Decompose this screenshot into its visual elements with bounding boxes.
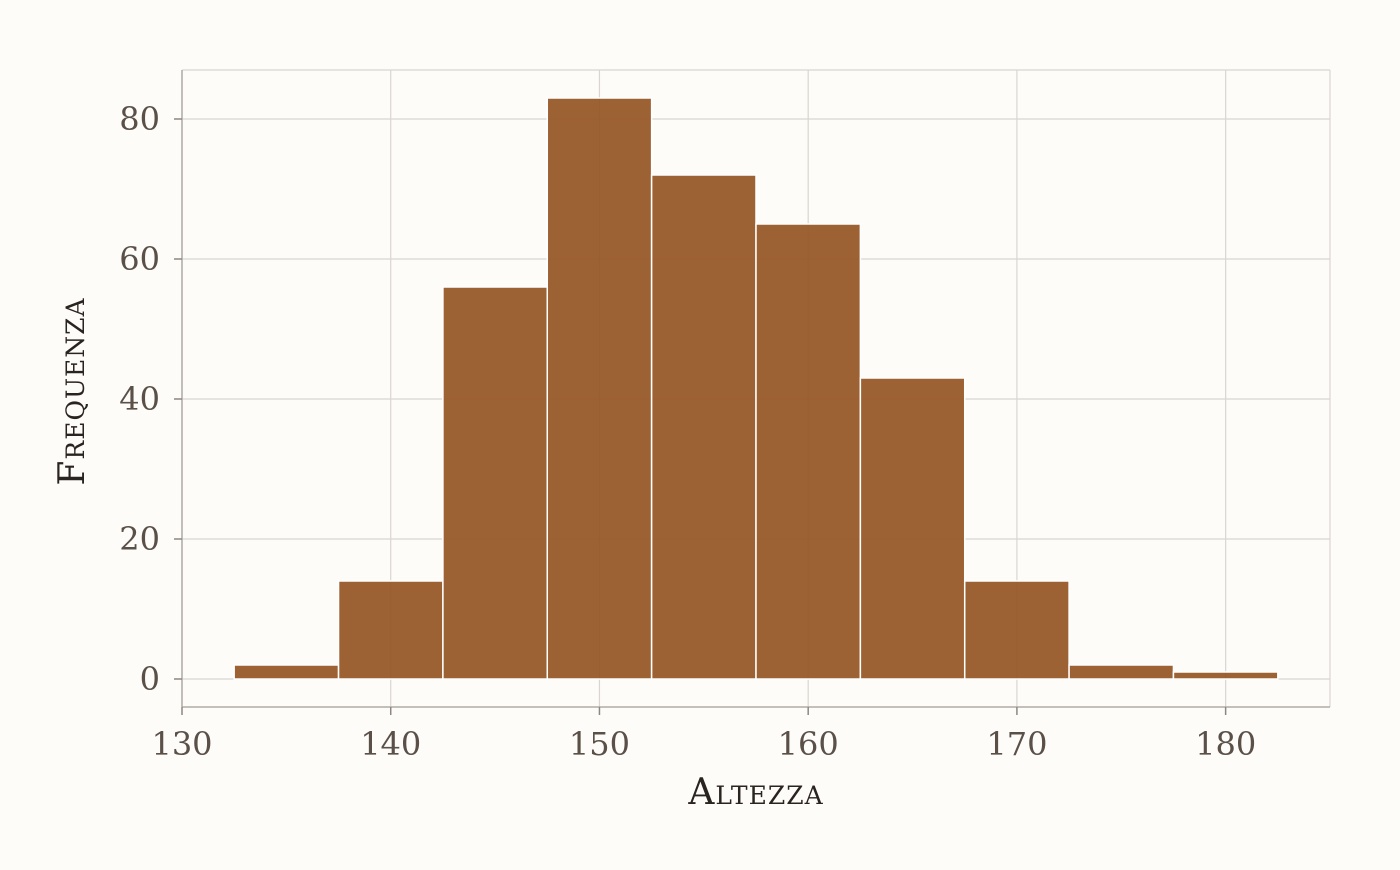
y-tick-label-20: 20	[119, 520, 160, 558]
y-axis-title: Frequenza	[52, 297, 93, 485]
y-tick-label-40: 40	[119, 380, 160, 418]
histogram-bar-10	[1172, 671, 1279, 680]
histogram-bar-2	[337, 580, 444, 680]
y-tick-label-60: 60	[119, 240, 160, 278]
y-tick-label-80: 80	[119, 100, 160, 138]
x-tick-label-130: 130	[151, 725, 212, 763]
histogram-bar-3	[442, 286, 549, 680]
histogram-bar-8	[963, 580, 1070, 680]
x-tick-label-150: 150	[569, 725, 630, 763]
axes-layer	[174, 70, 1330, 715]
histogram-bar-7	[859, 377, 966, 680]
x-tick-label-180: 180	[1195, 725, 1256, 763]
histogram-bar-6	[755, 223, 862, 680]
histogram-bar-5	[650, 174, 757, 680]
histogram-bar-4	[546, 97, 653, 680]
x-tick-label-160: 160	[778, 725, 839, 763]
x-tick-label-170: 170	[986, 725, 1047, 763]
x-axis-title: Altezza	[687, 772, 823, 813]
y-tick-label-0: 0	[140, 660, 160, 698]
x-tick-label-140: 140	[360, 725, 421, 763]
histogram-bar-9	[1068, 664, 1175, 680]
labels-layer: 130 140 150 160 170 180 0 20 40 60 80	[119, 100, 1256, 763]
histogram-bar-1	[233, 664, 340, 680]
bars-layer	[233, 97, 1279, 680]
